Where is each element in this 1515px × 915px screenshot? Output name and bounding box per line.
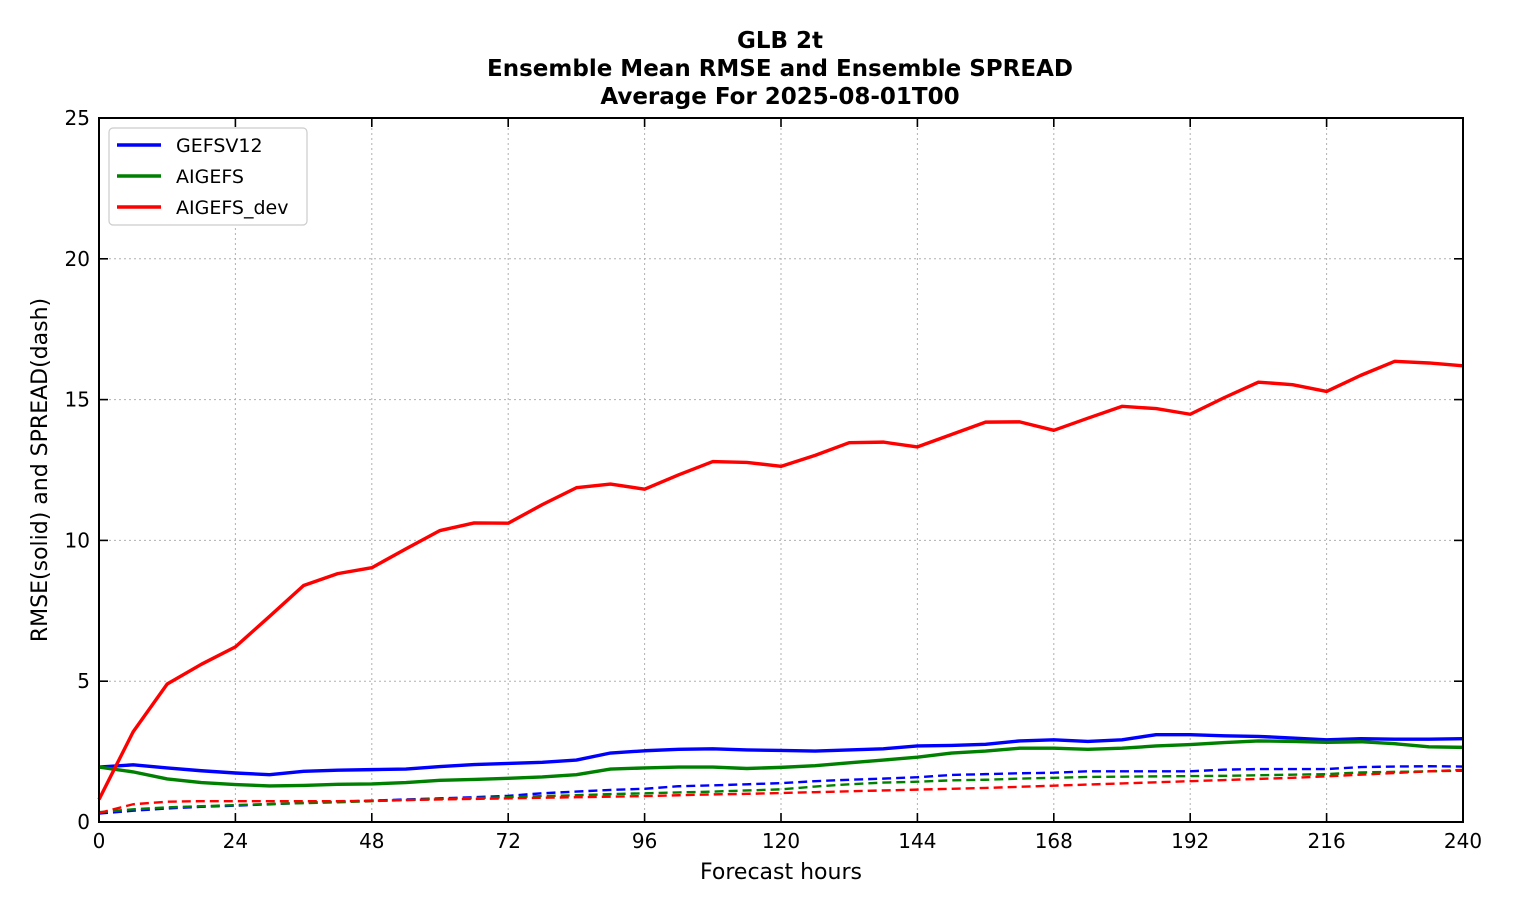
x-tick-label: 24 <box>223 829 248 853</box>
y-tick-label: 25 <box>65 106 90 130</box>
y-tick-label: 10 <box>65 528 90 552</box>
x-tick-label: 72 <box>495 829 520 853</box>
x-tick-label: 168 <box>1035 829 1073 853</box>
y-tick-label: 15 <box>65 388 90 412</box>
spread-line-aigefs <box>98 769 1464 814</box>
spread-line-aigefs-dev <box>98 768 1464 815</box>
x-tick-label: 192 <box>1171 829 1209 853</box>
title-line-3: Average For 2025-08-01T00 <box>600 84 959 110</box>
x-tick-label: 240 <box>1444 829 1482 853</box>
y-tick-label: 0 <box>77 810 90 834</box>
legend-box <box>108 127 308 226</box>
y-tick-label: 20 <box>65 247 90 271</box>
grid-lines <box>99 118 1463 822</box>
legend-label: AIGEFS <box>176 166 244 188</box>
x-tick-label: 216 <box>1308 829 1346 853</box>
x-axis-label: Forecast hours <box>700 860 862 885</box>
x-tick-label: 96 <box>632 829 657 853</box>
x-tick-label: 48 <box>359 829 384 853</box>
x-tick-label: 144 <box>898 829 936 853</box>
axis-ticks: 0 24 48 72 96 120 144 168 192 216 240 0 5 10 15 20 25 <box>65 106 1483 853</box>
plot-series <box>97 359 1464 815</box>
x-tick-label: 0 <box>93 829 106 853</box>
rmse-line-gefsv12 <box>98 733 1464 777</box>
title-line-1: GLB 2t <box>737 28 823 54</box>
y-tick-label: 5 <box>77 669 90 693</box>
rmse-line-aigefs <box>98 739 1464 788</box>
legend: GEFSV12 AIGEFS AIGEFS_dev <box>108 127 308 226</box>
legend-label: AIGEFS_dev <box>176 197 288 219</box>
chart-title: GLB 2t Ensemble Mean RMSE and Ensemble S… <box>487 28 1073 110</box>
title-line-2: Ensemble Mean RMSE and Ensemble SPREAD <box>487 56 1073 82</box>
rmse-line-aigefs-dev <box>97 359 1464 801</box>
x-tick-label: 120 <box>762 829 800 853</box>
legend-label: GEFSV12 <box>176 135 263 157</box>
y-axis-label: RMSE(solid) and SPREAD(dash) <box>28 298 53 642</box>
